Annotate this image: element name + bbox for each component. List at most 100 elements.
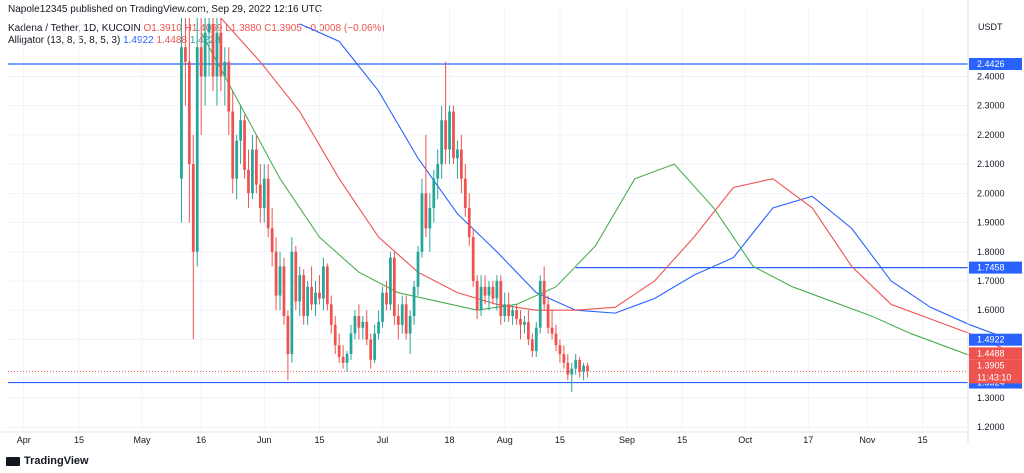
candle-body xyxy=(578,359,582,372)
candle-body xyxy=(452,111,455,159)
candle-body xyxy=(463,178,467,208)
candle-body xyxy=(191,164,195,252)
candle-body xyxy=(554,333,558,346)
candle-body xyxy=(278,266,282,296)
candle-body xyxy=(570,368,574,375)
tradingview-logo[interactable]: TradingView xyxy=(6,455,89,467)
candle-body xyxy=(274,251,278,296)
candle-body xyxy=(538,280,542,328)
candle-body xyxy=(199,47,203,77)
candle-body xyxy=(231,111,235,179)
candle-body xyxy=(306,286,310,317)
candle-body xyxy=(471,237,475,281)
candle-body xyxy=(235,140,239,179)
candle-body xyxy=(294,251,298,302)
candle-body xyxy=(558,345,562,355)
candle-body xyxy=(357,316,361,328)
candle-body xyxy=(459,149,463,179)
candle-body xyxy=(495,280,499,299)
x-tick-label: 17 xyxy=(803,435,813,445)
y-tick-label: 1.8000 xyxy=(977,247,1005,257)
candle-body xyxy=(483,286,487,296)
x-tick-label: 15 xyxy=(918,435,928,445)
symbol-name[interactable]: Kadena / Tether, 1D, KUCOIN xyxy=(8,23,141,34)
price-tag-last xyxy=(969,359,1022,372)
horizontal-lines xyxy=(8,63,968,384)
candle-body xyxy=(534,327,538,352)
candle-body xyxy=(337,345,341,357)
candle-body xyxy=(523,321,526,325)
horizontal-line-label: 2.4426 xyxy=(977,59,1005,69)
x-tick-label: 16 xyxy=(196,435,206,445)
candle-body xyxy=(582,365,585,372)
candle-body xyxy=(302,275,306,317)
alligator-indicator xyxy=(200,17,1010,364)
chart-grid xyxy=(8,8,968,430)
candle-body xyxy=(266,178,270,229)
candle-body xyxy=(542,280,546,305)
candle-body xyxy=(515,310,518,319)
candle-body xyxy=(412,286,416,317)
tradingview-logo-icon xyxy=(6,456,20,466)
candle-body xyxy=(432,178,436,208)
alligator-label[interactable]: Alligator (13, 8, 5, 8, 5, 3) xyxy=(8,35,121,46)
price-tag-label-last: 1.3905 xyxy=(977,360,1005,370)
candle-body xyxy=(377,321,380,334)
candle-body xyxy=(195,47,199,252)
candle-body xyxy=(396,316,400,325)
candle-body xyxy=(239,120,242,141)
candle-body xyxy=(404,304,408,334)
y-tick-label: 1.6000 xyxy=(977,305,1005,315)
x-tick-label: Nov xyxy=(859,435,876,445)
candle-body xyxy=(586,365,589,372)
candle-body xyxy=(219,32,223,77)
candle-body xyxy=(444,120,447,150)
x-tick-label: Oct xyxy=(738,435,753,445)
candle-body xyxy=(361,321,365,328)
candle-body xyxy=(385,292,388,305)
published-by-line: Napole12345 published on TradingView.com… xyxy=(8,4,322,15)
candle-body xyxy=(211,23,215,77)
horizontal-line-tag xyxy=(969,57,1022,70)
candle-body xyxy=(310,286,313,305)
candlesticks xyxy=(180,18,589,393)
x-tick-label: Sep xyxy=(619,435,635,445)
candle-body xyxy=(243,120,246,170)
candle-body xyxy=(254,149,258,185)
candle-body xyxy=(479,286,483,311)
candle-body xyxy=(511,310,515,317)
price-tag-label-jaw: 1.4922 xyxy=(977,335,1005,345)
candle-body xyxy=(381,292,384,322)
candle-body xyxy=(207,23,211,33)
candle-body xyxy=(389,257,392,305)
candle-body xyxy=(349,333,353,355)
candle-body xyxy=(420,193,424,252)
alligator-jaw-line xyxy=(299,23,1010,340)
candle-body xyxy=(546,304,550,328)
price-tag-countdown xyxy=(969,371,1022,384)
candle-body xyxy=(258,184,262,208)
candle-body xyxy=(487,286,491,296)
candle-body xyxy=(184,47,187,62)
x-tick-label: Aug xyxy=(497,435,513,445)
alligator-teeth-value: 1.4488 xyxy=(156,35,188,46)
candle-body xyxy=(290,251,294,355)
horizontal-line-label: 1.7458 xyxy=(977,263,1005,273)
y-tick-label: 2.3000 xyxy=(977,101,1005,111)
currency-label: USDT xyxy=(978,22,1003,32)
candle-body xyxy=(369,339,373,360)
candle-body xyxy=(503,304,507,317)
x-tick-label: 15 xyxy=(314,435,324,445)
time-axis: Apr 15 May 16 Jun 15 Jul 18 Aug 15 Sep 15 Oct 17 Nov 15 xyxy=(0,431,968,445)
candle-body xyxy=(475,280,479,311)
candle-body xyxy=(574,359,578,369)
candle-body xyxy=(215,32,219,77)
tradingview-brand: TradingView xyxy=(24,455,89,467)
candle-body xyxy=(345,354,349,363)
candle-body xyxy=(203,32,207,77)
y-tick-label: 1.3000 xyxy=(977,393,1005,403)
y-tick-label: 2.4000 xyxy=(977,71,1005,81)
y-tick-label: 1.9000 xyxy=(977,218,1005,228)
candle-body xyxy=(519,318,522,325)
